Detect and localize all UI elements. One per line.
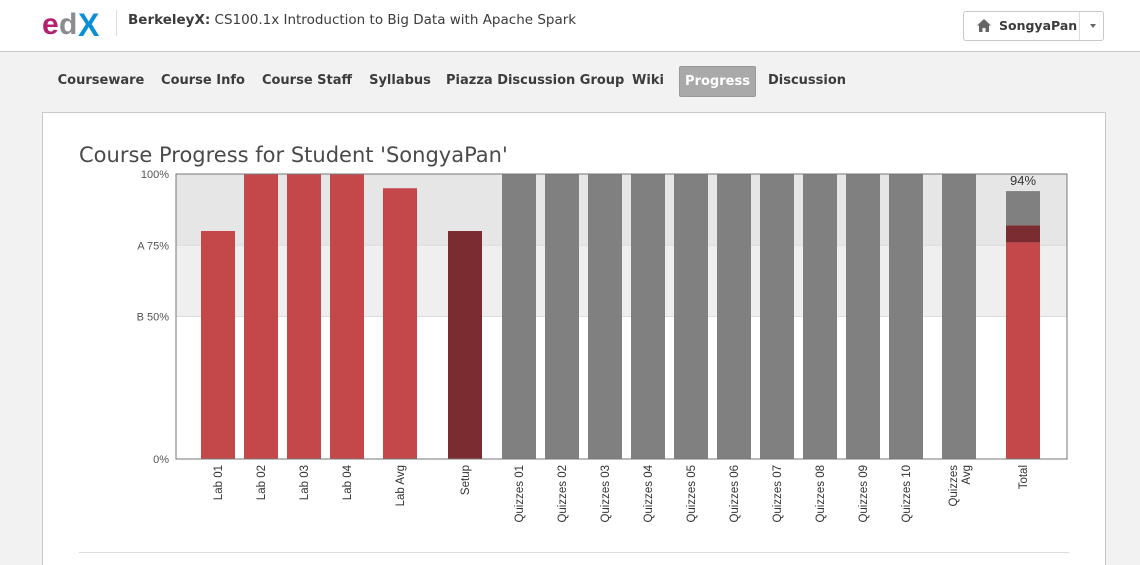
x-tick-label-quizzes-02: Quizzes 02 [557,465,569,523]
svg-text:d: d [59,8,76,41]
x-tick-label-quizzes-06: Quizzes 06 [729,465,741,523]
x-tick-label-quizzes-08: Quizzes 08 [815,465,827,523]
bar-quizzes-avg [942,174,976,459]
y-tick-label: 100% [141,169,169,181]
bar-quizzes-04 [631,174,665,459]
tab-syllabus[interactable]: Syllabus [369,73,431,88]
y-tick-label: B 50% [137,312,170,324]
user-dashboard-button[interactable]: SongyaPan [964,12,1080,40]
x-tick-text: Quizzes 06 [729,465,741,523]
course-name: CS100.1x Introduction to Big Data with A… [210,12,577,28]
x-tick-label-quizzes-05: Quizzes 05 [686,465,698,523]
x-tick-text: Lab 02 [256,465,268,500]
x-tick-label-quizzes-01: Quizzes 01 [514,465,526,523]
x-tick-text: Quizzes 04 [643,464,655,522]
x-tick-label-quizzes-10: Quizzes 10 [901,465,913,523]
bar-lab-02 [244,174,278,459]
x-tick-label-total: Total [1018,465,1030,489]
bar-quizzes-03 [588,174,622,459]
tab-course-staff[interactable]: Course Staff [261,73,353,88]
bar-total-lab [1006,242,1040,459]
bar-quizzes-05 [674,174,708,459]
x-tick-text: Quizzes 07 [772,465,784,523]
tab-courseware[interactable]: Courseware [57,73,145,88]
x-tick-label-lab-01: Lab 01 [213,465,225,500]
x-tick-text: Quizzes [948,465,960,507]
x-tick-text: Lab 03 [299,465,311,500]
total-value-label: 94% [1010,173,1036,188]
top-header: e d X BerkeleyX: CS100.1x Introduction t… [0,0,1140,52]
tab-discussion[interactable]: Discussion [767,73,847,88]
x-tick-text: Quizzes 03 [600,465,612,523]
course-org: BerkeleyX: [128,12,211,28]
tab-wiki[interactable]: Wiki [632,73,664,88]
x-tick-label-lab-03: Lab 03 [299,465,311,500]
plot-frame [175,173,1068,460]
x-tick-label-lab-04: Lab 04 [342,464,354,500]
x-tick-text: Quizzes 09 [858,465,870,523]
bar-quizzes-08 [803,174,837,459]
x-tick-text: Lab 04 [342,464,354,500]
x-tick-text: Quizzes 05 [686,465,698,523]
x-tick-text: Quizzes 08 [815,465,827,523]
x-tick-label-lab-02: Lab 02 [256,465,268,500]
x-tick-text: Setup [460,465,472,495]
y-tick-label: 0% [153,454,169,466]
bar-lab-avg [383,188,417,459]
x-tick-text: Total [1018,465,1030,489]
svg-text:X: X [78,7,100,41]
course-title: BerkeleyX: CS100.1x Introduction to Big … [128,12,576,28]
bar-quizzes-07 [760,174,794,459]
grade-chart: 94% 100% A 75% B 50% 0% Lab 01 Lab 02 Lab 03 Lab… [137,169,1068,523]
x-tick-label-setup: Setup [460,465,472,495]
x-tick-label-lab-avg: Lab Avg [395,465,407,506]
x-tick-text: Lab 01 [213,465,225,500]
x-tick-label-quizzes-07: Quizzes 07 [772,465,784,523]
tab-piazza[interactable]: Piazza Discussion Group [446,73,625,88]
tab-course-info[interactable]: Course Info [161,73,245,88]
bar-lab-04 [330,174,364,459]
edx-logo[interactable]: e d X [42,7,104,41]
x-tick-label-quizzes-03: Quizzes 03 [600,465,612,523]
bar-total-quiz [1006,191,1040,226]
caret-down-icon[interactable] [1090,24,1096,28]
user-name: SongyaPan [999,18,1078,33]
x-tick-text: Quizzes 10 [901,465,913,523]
bar-total-setup [1006,225,1040,243]
x-tick-text: Quizzes 02 [557,465,569,523]
progress-panel: Course Progress for Student 'SongyaPan' … [42,112,1106,565]
logo-separator [116,10,117,36]
bar-quizzes-09 [846,174,880,459]
bar-quizzes-02 [545,174,579,459]
x-tick-label-quizzes-09: Quizzes 09 [858,465,870,523]
x-tick-text: Lab Avg [395,465,407,506]
page-title: Course Progress for Student 'SongyaPan' [79,143,508,167]
x-tick-label-quizzes-04: Quizzes 04 [643,464,655,522]
x-tick-label-quizzes-avg: Quizzes Avg [948,465,973,507]
svg-text:e: e [42,8,58,41]
bar-lab-01 [201,231,235,459]
bar-quizzes-06 [717,174,751,459]
section-divider [79,552,1069,553]
x-tick-text: Avg [961,465,973,485]
bar-setup [448,231,482,459]
x-tick-text: Quizzes 01 [514,465,526,523]
y-tick-label: A 75% [137,240,169,252]
tab-progress[interactable]: Progress [679,66,756,97]
home-icon [977,19,991,32]
bar-quizzes-01 [502,174,536,459]
bar-quizzes-10 [889,174,923,459]
user-menu: SongyaPan [963,11,1104,41]
bar-lab-03 [287,174,321,459]
